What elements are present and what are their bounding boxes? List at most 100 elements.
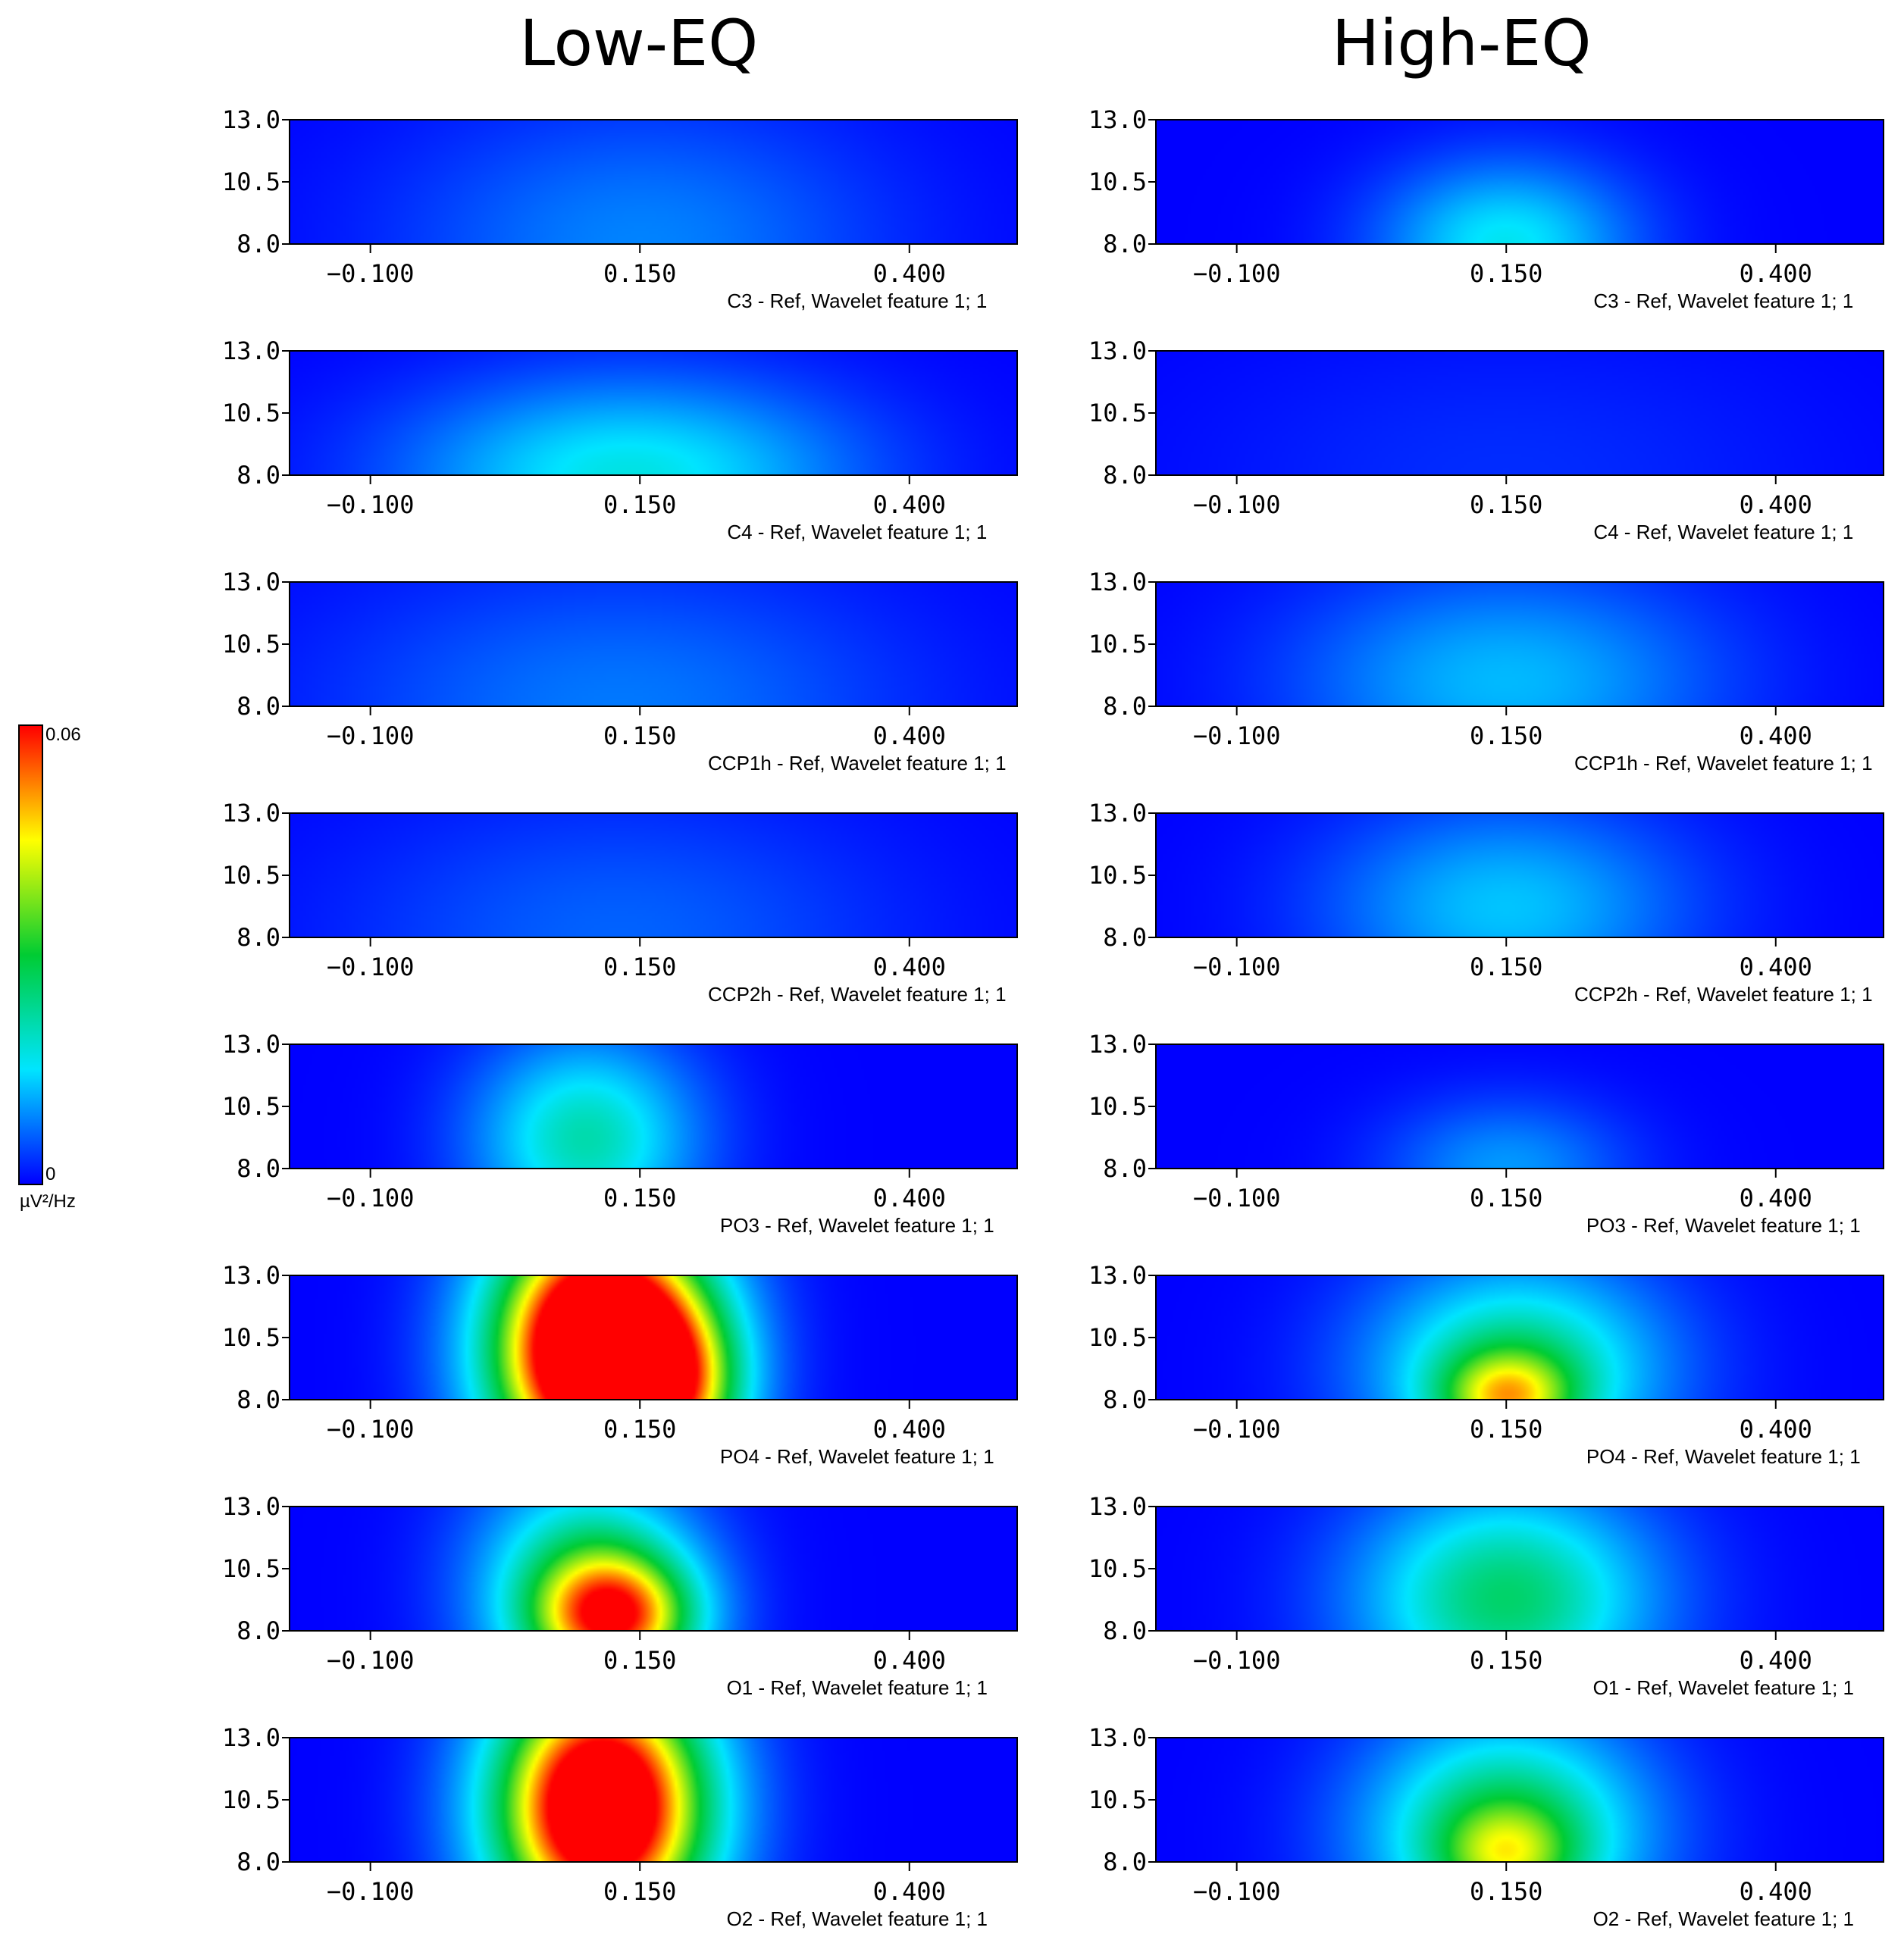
x-tick-label: −0.100	[1193, 259, 1281, 288]
panel-label: C3 - Ref, Wavelet feature 1; 1	[1593, 289, 1853, 312]
y-tick-label: 8.0	[236, 461, 280, 490]
x-tick-label: 0.150	[603, 490, 676, 519]
x-tick-label: 0.150	[603, 721, 676, 750]
y-tick-label: 13.0	[1088, 336, 1147, 365]
heatmap-image	[290, 1275, 1017, 1400]
y-tick-label: 10.5	[222, 399, 280, 427]
y-tick-label: 13.0	[222, 1030, 280, 1059]
x-tick-label: 0.400	[873, 953, 946, 981]
panel-label: PO3 - Ref, Wavelet feature 1; 1	[720, 1214, 994, 1237]
y-tick-label: 13.0	[1088, 1723, 1147, 1752]
x-tick-label: 0.150	[1470, 1877, 1542, 1906]
x-tick-label: 0.400	[873, 1184, 946, 1212]
panel-label: O2 - Ref, Wavelet feature 1; 1	[727, 1907, 988, 1930]
y-tick-label: 10.5	[222, 1092, 280, 1121]
panel-label: PO4 - Ref, Wavelet feature 1; 1	[1586, 1445, 1861, 1468]
y-tick-label: 10.5	[1088, 1092, 1147, 1121]
x-tick-label: 0.150	[1470, 953, 1542, 981]
y-tick-label: 13.0	[222, 336, 280, 365]
y-tick-label: 8.0	[236, 1616, 280, 1645]
heatmap-image	[1156, 1275, 1884, 1400]
colorbar-min-label: 0	[45, 1164, 56, 1184]
x-tick-label: −0.100	[327, 1415, 415, 1444]
heatmap-image	[290, 813, 1017, 937]
y-tick-label: 10.5	[1088, 1785, 1147, 1814]
y-tick-label: 10.5	[222, 861, 280, 890]
y-tick-label: 8.0	[1103, 1848, 1147, 1876]
x-tick-label: 0.400	[1740, 490, 1812, 519]
y-tick-label: 10.5	[222, 630, 280, 659]
x-tick-label: 0.150	[603, 1184, 676, 1212]
x-tick-label: 0.400	[873, 721, 946, 750]
y-tick-label: 13.0	[222, 799, 280, 828]
x-tick-label: −0.100	[1193, 1646, 1281, 1675]
x-tick-label: −0.100	[1193, 721, 1281, 750]
y-tick-label: 8.0	[1103, 230, 1147, 258]
x-tick-label: 0.150	[603, 953, 676, 981]
y-tick-label: 10.5	[1088, 167, 1147, 196]
y-tick-label: 13.0	[1088, 105, 1147, 134]
y-tick-label: 10.5	[222, 167, 280, 196]
heatmap-panel: 13.0 10.5 8.0 −0.100 0.150 0.400 C3 - Ref, Wav…	[1073, 105, 1904, 312]
x-tick-label: 0.150	[603, 259, 676, 288]
heatmap-image	[290, 120, 1017, 244]
y-tick-label: 13.0	[222, 1261, 280, 1290]
heatmap-panel: 13.0 10.5 8.0 −0.100 0.150 0.400 PO3 - Ref, Wa…	[206, 1030, 1131, 1237]
heatmap-panel: 13.0 10.5 8.0 −0.100 0.150 0.400 O2 - Ref, Wav…	[1073, 1723, 1904, 1930]
y-tick-label: 8.0	[1103, 923, 1147, 952]
y-tick-label: 10.5	[1088, 1554, 1147, 1583]
x-tick-label: 0.150	[1470, 1415, 1542, 1444]
x-tick-label: −0.100	[327, 1646, 415, 1675]
x-tick-label: −0.100	[1193, 490, 1281, 519]
heatmap-panel: 13.0 10.5 8.0 −0.100 0.150 0.400 CCP1h - Ref, …	[1073, 568, 1904, 774]
heatmap-image	[1156, 351, 1884, 475]
x-tick-label: 0.150	[1470, 1646, 1542, 1675]
panel-label: PO4 - Ref, Wavelet feature 1; 1	[720, 1445, 994, 1468]
x-tick-label: −0.100	[1193, 1184, 1281, 1212]
x-tick-label: 0.400	[1740, 953, 1812, 981]
x-tick-label: −0.100	[1193, 1877, 1281, 1906]
heatmap-image	[1156, 582, 1884, 706]
panel-label: PO3 - Ref, Wavelet feature 1; 1	[1586, 1214, 1861, 1237]
y-tick-label: 8.0	[236, 1385, 280, 1414]
panel-label: CCP1h - Ref, Wavelet feature 1; 1	[708, 752, 1007, 774]
y-tick-label: 13.0	[1088, 1030, 1147, 1059]
y-tick-label: 10.5	[1088, 399, 1147, 427]
x-tick-label: 0.150	[603, 1646, 676, 1675]
x-tick-label: −0.100	[1193, 1415, 1281, 1444]
heatmap-panel: 13.0 10.5 8.0 −0.100 0.150 0.400 CCP2h - Ref, …	[206, 799, 1131, 1006]
x-tick-label: 0.400	[1740, 1877, 1812, 1906]
x-tick-label: −0.100	[327, 490, 415, 519]
x-tick-label: 0.400	[873, 259, 946, 288]
x-tick-label: 0.400	[1740, 1646, 1812, 1675]
x-tick-label: −0.100	[327, 1184, 415, 1212]
y-tick-label: 13.0	[222, 1723, 280, 1752]
colorbar	[18, 724, 43, 1185]
panel-label: O2 - Ref, Wavelet feature 1; 1	[1593, 1907, 1854, 1930]
y-tick-label: 8.0	[1103, 461, 1147, 490]
x-tick-label: 0.400	[873, 490, 946, 519]
panel-label: CCP2h - Ref, Wavelet feature 1; 1	[708, 983, 1007, 1006]
x-tick-label: 0.400	[873, 1646, 946, 1675]
x-tick-label: 0.400	[873, 1877, 946, 1906]
heatmap-panel: 13.0 10.5 8.0 −0.100 0.150 0.400 PO3 - Ref, Wa…	[1073, 1030, 1904, 1237]
heatmap-image	[1156, 813, 1884, 937]
y-tick-label: 8.0	[1103, 692, 1147, 721]
heatmap-panel: 13.0 10.5 8.0 −0.100 0.150 0.400 CCP2h - Ref, …	[1073, 799, 1904, 1006]
panel-label: O1 - Ref, Wavelet feature 1; 1	[1593, 1676, 1854, 1699]
y-tick-label: 8.0	[1103, 1385, 1147, 1414]
heatmap-image	[1156, 1738, 1884, 1862]
x-tick-label: −0.100	[327, 259, 415, 288]
x-tick-label: 0.150	[603, 1877, 676, 1906]
y-tick-label: 8.0	[1103, 1616, 1147, 1645]
x-tick-label: 0.400	[1740, 1184, 1812, 1212]
